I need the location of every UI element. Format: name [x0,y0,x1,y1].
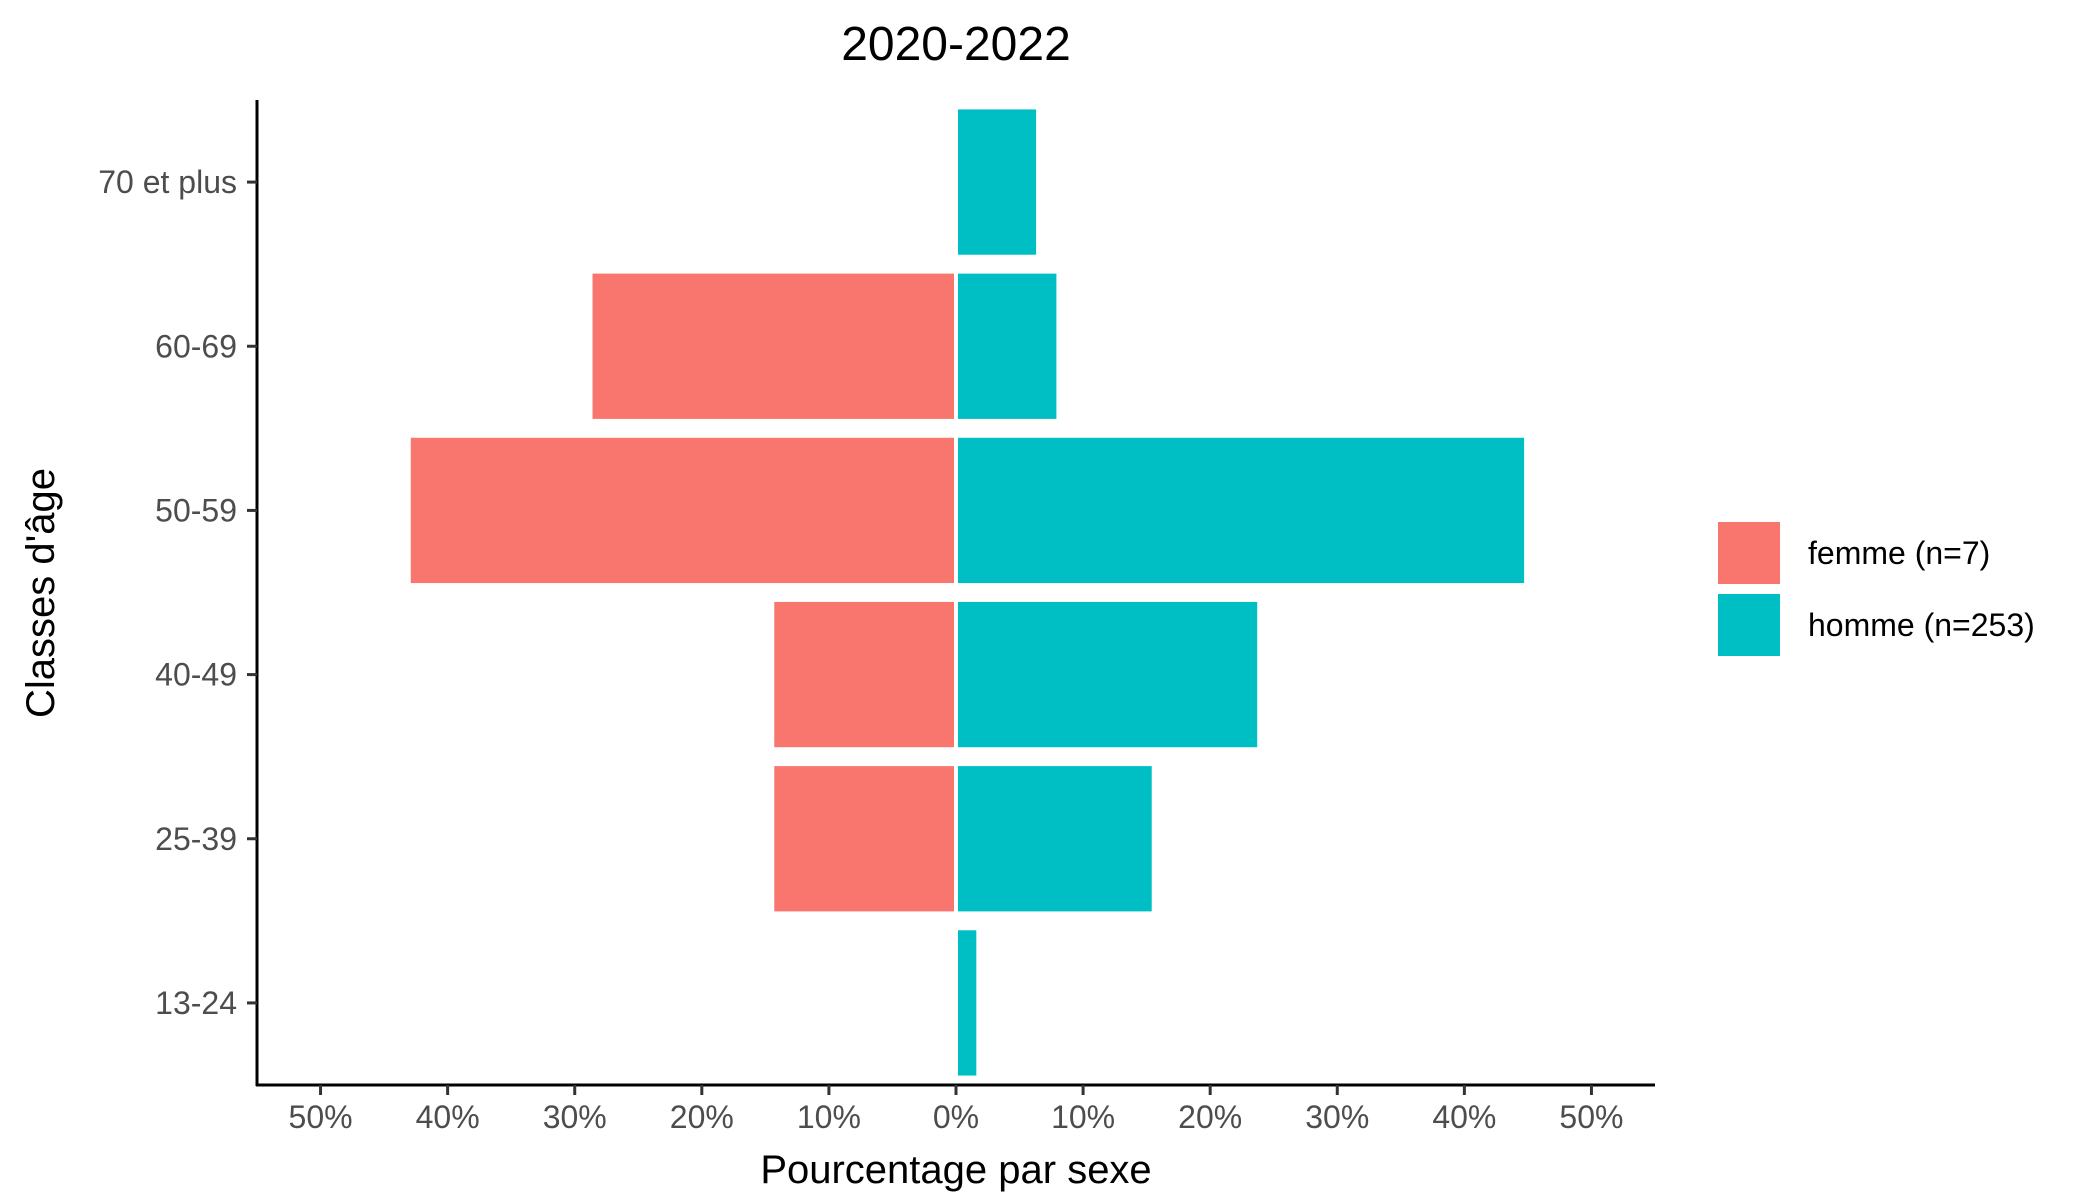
x-tick-label: 10% [797,1099,861,1135]
x-axis-title: Pourcentage par sexe [760,1148,1151,1192]
x-tick-label: 10% [1051,1099,1115,1135]
x-axis: 50% 40% 30% 20% 10% 0% 10% 20% 30% 40% 50% [256,1083,1655,1135]
legend-key-femme [1718,522,1780,584]
x-tick-label: 30% [543,1099,607,1135]
bar-femme-25-39 [774,766,954,912]
bar-homme-13-24 [958,930,977,1076]
y-tick-label: 25-39 [155,821,237,857]
x-tick-label: 50% [289,1099,353,1135]
y-axis-title: Classes d'âge [19,468,63,718]
y-tick-label: 50-59 [155,492,237,528]
y-tick-label: 60-69 [155,328,237,364]
bar-femme-50-59 [410,437,954,584]
x-tick-label: 40% [416,1099,480,1135]
bar-homme-60-69 [958,273,1057,419]
x-tick-label: 0% [933,1099,979,1135]
y-axis: 13-24 25-39 40-49 50-59 60-69 70 et plus [98,100,259,1086]
bar-homme-50-59 [958,437,1525,584]
x-tick-label: 40% [1432,1099,1496,1135]
bar-homme-70-et-plus [958,109,1037,255]
bar-homme-40-49 [958,601,1258,748]
legend: femme (n=7) homme (n=253) [1718,522,2035,656]
bar-femme-40-49 [774,601,954,748]
legend-label-homme: homme (n=253) [1808,607,2035,643]
y-tick-label: 70 et plus [98,164,237,200]
legend-key-homme [1718,594,1780,656]
x-tick-label: 50% [1559,1099,1623,1135]
y-tick-label: 40-49 [155,657,237,693]
chart-title: 2020-2022 [841,18,1071,71]
x-tick-label: 20% [670,1099,734,1135]
x-tick-label: 30% [1305,1099,1369,1135]
y-tick-label: 13-24 [155,985,237,1021]
x-tick-label: 20% [1178,1099,1242,1135]
bar-homme-25-39 [958,766,1152,912]
bar-femme-60-69 [592,273,954,419]
bars-group [410,109,1525,1076]
legend-label-femme: femme (n=7) [1808,535,1990,571]
